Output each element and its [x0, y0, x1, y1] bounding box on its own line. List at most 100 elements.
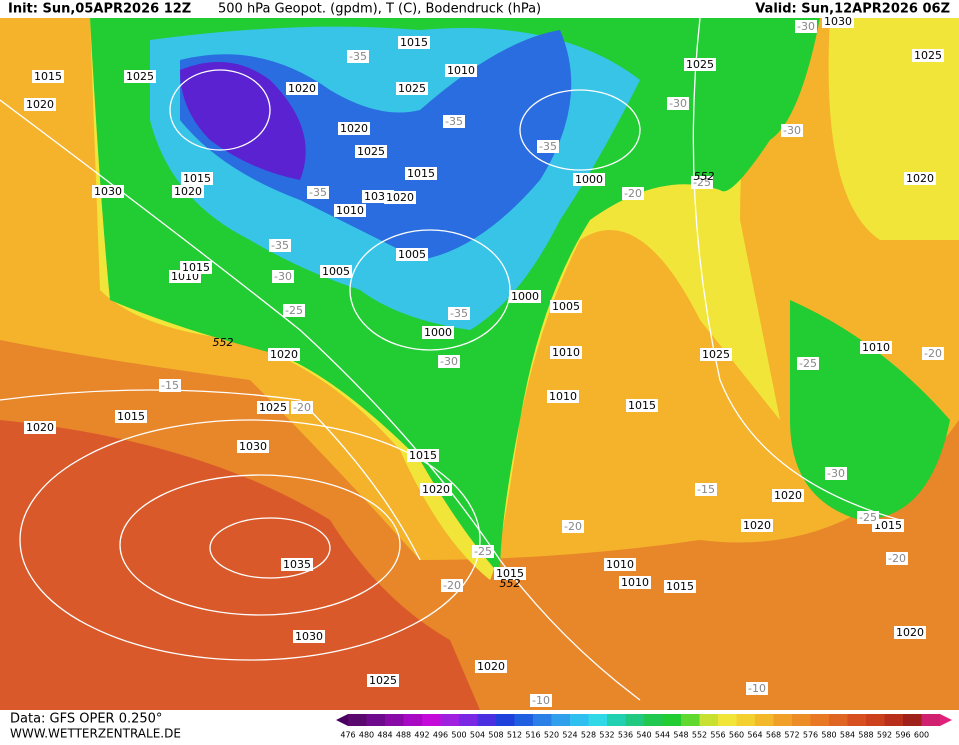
pressure-label-box: [547, 390, 579, 403]
colorbar-cell: [440, 714, 459, 726]
colorbar-label: 480: [359, 731, 374, 740]
colorbar-label: 556: [710, 731, 725, 740]
temperature-label-box: [857, 511, 879, 524]
pressure-label: 1020: [774, 489, 802, 502]
site: WWW.WETTERZENTRALE.DE: [10, 727, 181, 741]
colorbar-cell: [366, 714, 385, 726]
colorbar-label: 496: [433, 731, 448, 740]
colorbar-cell: [607, 714, 626, 726]
temperature-label-box: [283, 304, 305, 317]
temperature-label: -20: [564, 520, 582, 533]
init-time: Init: Sun,05APR2026 12Z: [8, 2, 191, 17]
pressure-label: 1015: [874, 519, 902, 532]
temperature-label-box: [438, 355, 460, 368]
pressure-label: 1020: [288, 82, 316, 95]
pressure-label: 1020: [477, 660, 505, 673]
pressure-label-box: [355, 145, 387, 158]
colorbar-label: 568: [766, 731, 781, 740]
colorbar-cell: [866, 714, 885, 726]
pressure-label: 1020: [340, 122, 368, 135]
pressure-label-box: [237, 440, 269, 453]
colorbar-label: 512: [507, 731, 522, 740]
pressure-label-box: [172, 185, 204, 198]
colorbar-label: 500: [451, 731, 466, 740]
pressure-label: 1015: [409, 449, 437, 462]
temperature-label: -25: [859, 511, 877, 524]
colorbar: 476 480 484 488 492 496 500 504 508 512 516 520 524 5…: [336, 714, 952, 740]
green-field-east: [790, 300, 950, 520]
pressure-label: 1015: [496, 567, 524, 580]
colorbar-cell: [773, 714, 792, 726]
header-bg: [0, 0, 959, 18]
data-source: Data: GFS OPER 0.250°: [10, 712, 162, 727]
pressure-label: 1025: [357, 145, 385, 158]
temperature-label: -20: [443, 579, 461, 592]
pressure-label-box: [420, 483, 452, 496]
temperature-label-box: [797, 357, 819, 370]
temperature-label-box: [269, 239, 291, 252]
colorbar-cell: [718, 714, 737, 726]
valid-time: Valid: Sun,12APR2026 06Z: [755, 2, 950, 17]
pressure-label: 1025: [369, 674, 397, 687]
colorbar-label: 588: [858, 731, 873, 740]
pressure-label: 1015: [666, 580, 694, 593]
colorbar-label: 584: [840, 731, 855, 740]
pressure-label-box: [281, 558, 313, 571]
temperature-label: -15: [161, 379, 179, 392]
pressure-label: 1010: [552, 346, 580, 359]
temperature-label-box: [443, 115, 465, 128]
temperature-label-box: [159, 379, 181, 392]
temperature-label-box: [272, 270, 294, 283]
temperature-label: -25: [474, 545, 492, 558]
temperature-label: -30: [783, 124, 801, 137]
colorbar-label: 528: [581, 731, 596, 740]
colorbar-cell: [570, 714, 589, 726]
pressure-label: 1015: [117, 410, 145, 423]
temperature-label: -15: [697, 483, 715, 496]
colorbar-label: 592: [877, 731, 892, 740]
colorbar-label: 572: [784, 731, 799, 740]
colorbar-label: 484: [377, 731, 392, 740]
colorbar-cell: [662, 714, 681, 726]
colorbar-label: 576: [803, 731, 818, 740]
colorbar-cell: [903, 714, 922, 726]
pressure-label-box: [367, 674, 399, 687]
colorbar-cell: [496, 714, 515, 726]
temperature-label: -35: [309, 186, 327, 199]
colorbar-label: 492: [414, 731, 429, 740]
colorbar-label: 540: [636, 731, 651, 740]
temperature-label: -35: [271, 239, 289, 252]
temperature-label: -30: [440, 355, 458, 368]
temperature-label-box: [441, 579, 463, 592]
temperature-label-box: [795, 20, 817, 33]
pressure-label-box: [619, 576, 651, 589]
temperature-label: -30: [827, 467, 845, 480]
height-label: 552: [694, 170, 715, 183]
temperature-label-box: [691, 176, 713, 189]
colorbar-cell: [551, 714, 570, 726]
hot-field: [0, 420, 480, 710]
temperature-label-box: [448, 307, 470, 320]
colorbar-cell: [755, 714, 774, 726]
temperature-label: -10: [532, 694, 550, 707]
pressure-label: 1020: [174, 185, 202, 198]
temperature-label-box: [781, 124, 803, 137]
colorbar-label: 504: [470, 731, 485, 740]
colorbar-label: 536: [618, 731, 633, 740]
pressure-label-box: [872, 519, 904, 532]
temperature-label-box: [746, 682, 768, 695]
pressure-label: 1020: [422, 483, 450, 496]
temperature-label-box: [695, 483, 717, 496]
pressure-label-box: [860, 341, 892, 354]
map-title: 500 hPa Geopot. (gpdm), T (C), Bodendruc…: [218, 2, 541, 17]
pressure-label: 1035: [283, 558, 311, 571]
temperature-label-box: [472, 545, 494, 558]
colorbar-label: 476: [340, 731, 355, 740]
pressure-label-box: [407, 449, 439, 462]
pressure-label: 1030: [295, 630, 323, 643]
pressure-label-box: [445, 64, 477, 77]
pressure-label: 1015: [628, 399, 656, 412]
temperature-label-box: [825, 467, 847, 480]
temperature-label: -10: [748, 682, 766, 695]
pressure-label-box: [904, 172, 936, 185]
